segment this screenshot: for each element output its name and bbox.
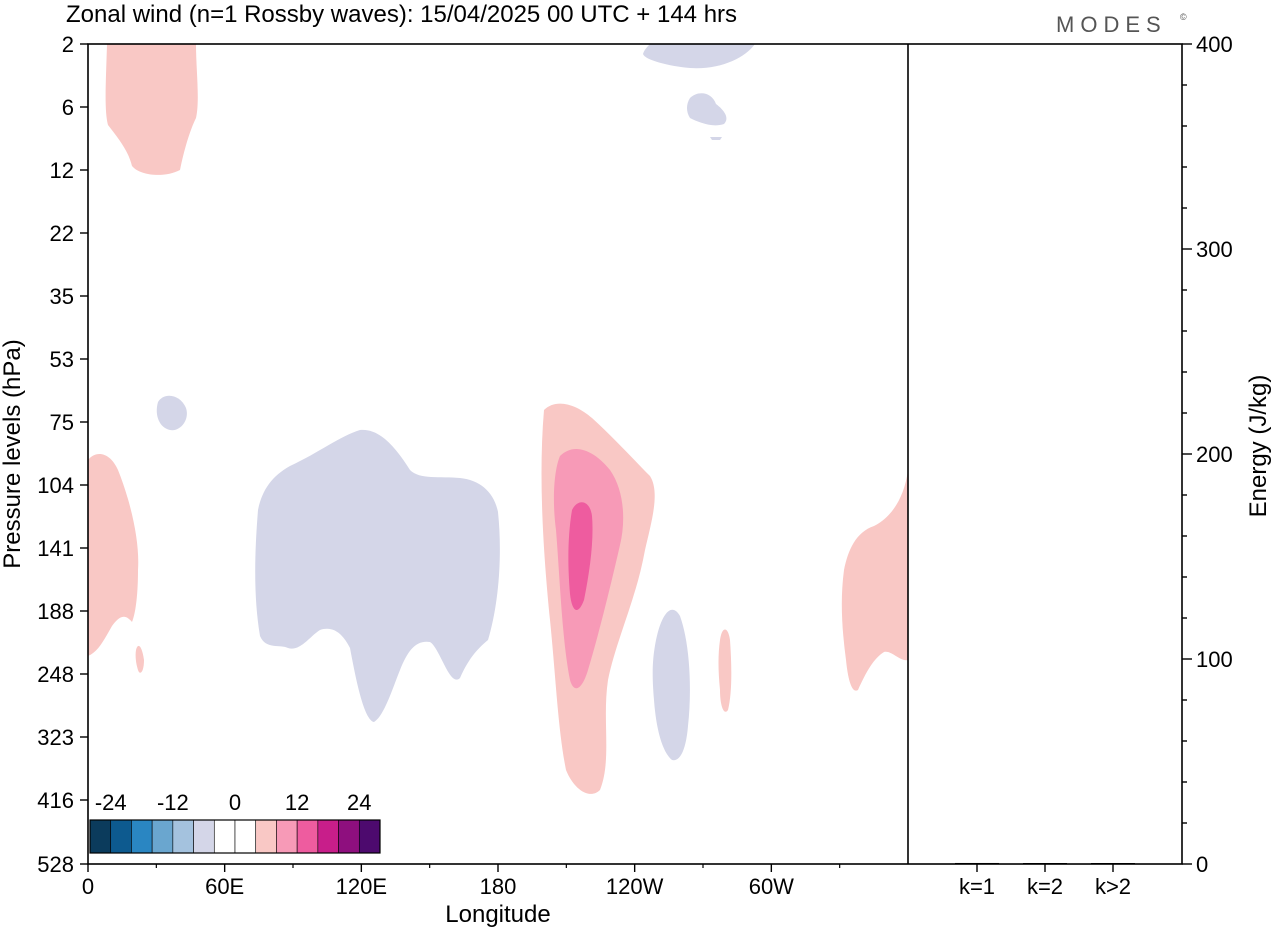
ytick-22: 22 [50, 221, 88, 246]
ytick-188: 188 [37, 599, 88, 624]
energy-bar [1023, 863, 1067, 864]
ytick-6: 6 [62, 95, 88, 120]
energy-cat-label: k>2 [1095, 874, 1131, 899]
chart-title: Zonal wind (n=1 Rossby waves): 15/04/202… [66, 1, 737, 28]
ytick-323: 323 [37, 725, 88, 750]
ytick-2: 2 [62, 32, 88, 57]
ytick-35: 35 [50, 284, 88, 309]
modes-logo: MODES [1056, 12, 1167, 37]
energy-tick-label: 300 [1196, 237, 1233, 262]
colorbar-cell [358, 819, 381, 854]
colorbar: -24 -12 0 12 24 [89, 788, 381, 862]
energy-cat-label: k=1 [959, 874, 995, 899]
ytick-label: 416 [37, 788, 74, 813]
energy-tick-label: 0 [1196, 852, 1208, 877]
ytick-141: 141 [37, 536, 88, 561]
logo-registered-mark: © [1180, 12, 1187, 22]
x-axis-ticks: 0 60E 120E 180 120W 60W [82, 864, 841, 899]
contour-neg-large [255, 429, 500, 722]
colorbar-cells [89, 819, 381, 854]
colorbar-label: 24 [347, 790, 371, 815]
colorbar-label: -24 [95, 790, 127, 815]
x-axis-label: Longitude [445, 901, 550, 928]
colorbar-label: -12 [157, 790, 189, 815]
xtick-label: 60E [205, 874, 244, 899]
contour-neg-narrow [652, 609, 690, 761]
colorbar-cell [317, 819, 339, 854]
colorbar-cell [193, 819, 215, 854]
ytick-label: 75 [50, 410, 74, 435]
plot-frame [87, 43, 1183, 865]
colorbar-cell [234, 819, 257, 854]
colorbar-cell [213, 819, 236, 854]
energy-tick-label: 100 [1196, 647, 1233, 672]
ytick-label: 12 [50, 158, 74, 183]
energy-cat-label: k=2 [1027, 874, 1063, 899]
ytick-104: 104 [37, 473, 88, 498]
ytick-248: 248 [37, 662, 88, 687]
xtick-label: 180 [480, 874, 517, 899]
energy-tick-label: 200 [1196, 442, 1233, 467]
contour-pos-center-3 [568, 502, 593, 611]
ytick-label: 188 [37, 599, 74, 624]
energy-tick-label: 400 [1196, 32, 1233, 57]
colorbar-cell [110, 819, 132, 854]
contour-neg-small-2 [710, 137, 722, 140]
contour-pos-left [88, 454, 139, 656]
energy-axis-label: Energy (J/kg) [1245, 375, 1272, 518]
ytick-75: 75 [50, 410, 88, 435]
colorbar-cell [89, 819, 112, 854]
ytick-label: 141 [37, 536, 74, 561]
contour-pos-top-left [105, 44, 198, 175]
y-axis-label: Pressure levels (hPa) [0, 339, 26, 568]
contour-pos-right [841, 470, 908, 691]
y-axis-ticks: 2 6 12 22 35 53 75 104 141 188 248 323 4… [37, 32, 88, 877]
ytick-label: 104 [37, 473, 74, 498]
colorbar-labels: -24 -12 0 12 24 [95, 790, 372, 815]
contour-neg-small-3 [156, 395, 187, 431]
ytick-label: 2 [62, 32, 74, 57]
colorbar-border [89, 819, 381, 854]
ytick-12: 12 [50, 158, 88, 183]
energy-bar [955, 862, 999, 864]
ytick-label: 528 [37, 852, 74, 877]
colorbar-cell [151, 819, 174, 854]
ytick-label: 35 [50, 284, 74, 309]
contour-pos-narrow [718, 629, 732, 712]
colorbar-cell [296, 819, 319, 854]
ytick-label: 6 [62, 95, 74, 120]
ytick-label: 323 [37, 725, 74, 750]
contour-field [88, 44, 908, 794]
ytick-528: 528 [37, 852, 88, 877]
ytick-label: 53 [50, 347, 74, 372]
ytick-416: 416 [37, 788, 88, 813]
xtick-label: 120E [336, 874, 387, 899]
colorbar-label: 0 [229, 790, 241, 815]
colorbar-label: 12 [285, 790, 309, 815]
colorbar-cell [276, 819, 298, 854]
xtick-label: 120W [606, 874, 664, 899]
xtick-label: 60W [749, 874, 794, 899]
xtick-label: 0 [82, 874, 94, 899]
energy-axis-ticks: 0 100 200 300 400 [1182, 32, 1233, 877]
colorbar-cell [131, 819, 153, 854]
ytick-53: 53 [50, 347, 88, 372]
energy-bar [1091, 863, 1135, 864]
ytick-label: 22 [50, 221, 74, 246]
contour-neg-top [643, 44, 755, 69]
energy-bars: k=1 k=2 k>2 [955, 862, 1135, 899]
ytick-label: 248 [37, 662, 74, 687]
contour-neg-small-1 [687, 93, 727, 126]
colorbar-cell [338, 819, 360, 854]
colorbar-cell [255, 819, 277, 854]
colorbar-cell [172, 819, 194, 854]
contour-pos-small-left [135, 645, 144, 673]
